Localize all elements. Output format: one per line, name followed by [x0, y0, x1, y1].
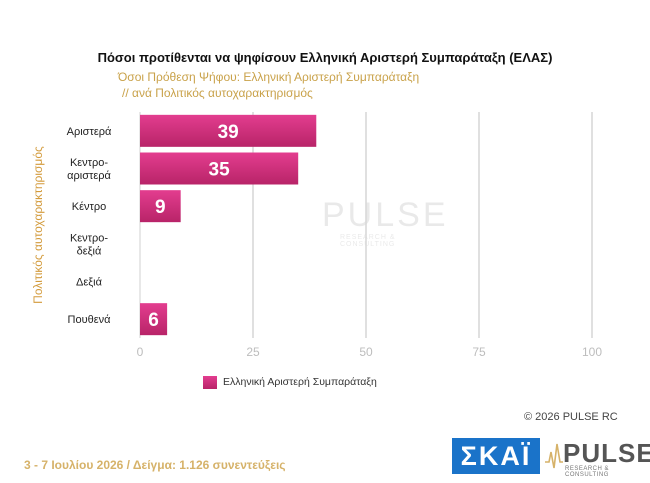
chart-subtitle: Όσοι Πρόθεση Ψήφου: Ελληνική Αριστερή Συ…	[118, 70, 420, 84]
watermark-text: PULSE	[322, 196, 449, 234]
watermark-subtext: RESEARCH & CONSULTING	[340, 234, 396, 248]
x-tick-label: 100	[582, 345, 602, 359]
legend-label: Ελληνική Αριστερή Συμπαράταξη	[223, 376, 377, 388]
chart-subtitle-secondary: // ανά Πολιτικός αυτοχαρακτηρισμός	[122, 86, 313, 100]
legend-swatch	[203, 375, 217, 389]
copyright-text: © 2026 PULSE RC	[524, 411, 618, 423]
bar	[140, 152, 299, 185]
bar	[140, 114, 317, 147]
category-label: Αριστερά	[67, 126, 112, 138]
label-layer: 0 25 50 75 100 Αριστερά Κεντρο-αριστερά Κέντρο Κ…	[67, 122, 603, 359]
grid-layer	[139, 112, 593, 338]
category-label: Κεντρο-αριστερά	[67, 157, 111, 182]
category-label: Δεξιά	[76, 277, 103, 289]
category-label: Πουθενά	[68, 314, 112, 326]
bar-value-label: 39	[218, 122, 239, 143]
pulse-logo: PULSE RESEARCH & CONSULTING	[545, 438, 650, 478]
pulse-logo-text: PULSE	[563, 438, 650, 468]
bar	[140, 190, 181, 223]
chart-legend: Ελληνική Αριστερή Συμπαράταξη	[203, 374, 377, 390]
bar	[140, 303, 168, 336]
category-label-line: Κεντρο-	[70, 157, 108, 169]
category-label-line: αριστερά	[67, 170, 111, 182]
x-tick-label: 50	[359, 345, 373, 359]
category-label-line: Πουθενά	[68, 314, 112, 326]
category-label-line: Δεξιά	[76, 277, 103, 289]
x-tick-label: 75	[472, 345, 486, 359]
pulse-wave-icon	[545, 443, 563, 469]
skai-logo: ΣΚΑΪ	[452, 438, 540, 474]
category-label-line: Αριστερά	[67, 126, 112, 138]
x-tick-label: 25	[246, 345, 260, 359]
footer-date-sample: 3 - 7 Ιουλίου 2026 / Δείγμα: 1.126 συνεν…	[24, 458, 286, 472]
bar-layer	[140, 114, 317, 336]
bar-value-label: 9	[155, 197, 166, 218]
pulse-logo-subtext: RESEARCH & CONSULTING	[565, 466, 610, 478]
category-label: Κεντρο-δεξιά	[70, 232, 108, 257]
pulse-watermark: PULSE RESEARCH & CONSULTING	[300, 196, 450, 248]
category-label-line: δεξιά	[77, 245, 102, 257]
category-label-line: Κέντρο	[72, 201, 106, 213]
bar-value-label: 6	[148, 310, 159, 331]
category-label-line: Κεντρο-	[70, 232, 108, 244]
x-tick-label: 0	[137, 345, 144, 359]
bar-value-label: 35	[209, 160, 231, 181]
chart-title: Πόσοι προτίθενται να ψηφίσουν Ελληνική Α…	[97, 50, 553, 65]
category-label: Κέντρο	[72, 201, 106, 213]
